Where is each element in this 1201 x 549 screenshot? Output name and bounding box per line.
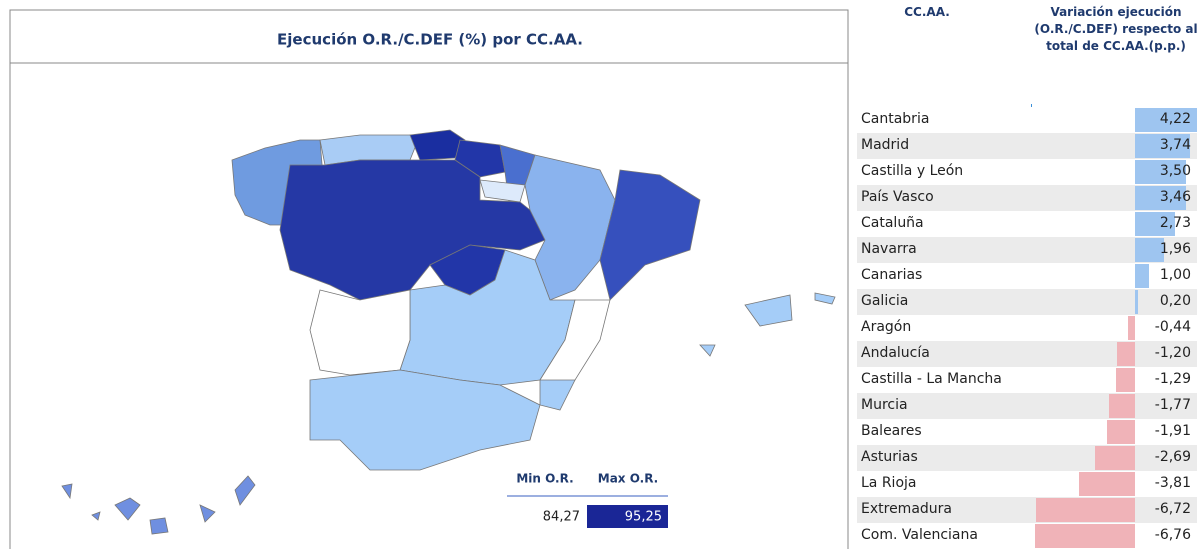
region-name: Cantabria bbox=[861, 111, 930, 127]
value-label: -0,44 bbox=[1154, 319, 1191, 335]
region-name: Asturias bbox=[861, 449, 918, 465]
legend-max-value: 95,25 bbox=[625, 510, 662, 525]
table-row: Canarias 1,00 bbox=[857, 263, 1197, 289]
data-bar bbox=[1134, 238, 1164, 262]
region-name: Aragón bbox=[861, 319, 912, 335]
table-row: Castilla y León 3,50 bbox=[857, 159, 1197, 185]
region bbox=[91, 511, 101, 521]
table-row: Com. Valenciana -6,76 bbox=[857, 523, 1197, 549]
region-name: Andalucía bbox=[861, 345, 930, 361]
value-label: 2,73 bbox=[1159, 215, 1191, 231]
data-bar bbox=[1078, 472, 1135, 496]
region bbox=[149, 517, 169, 535]
region-name: Com. Valenciana bbox=[861, 527, 978, 543]
map-frame bbox=[9, 9, 849, 549]
region bbox=[114, 497, 141, 521]
value-label: 0,20 bbox=[1159, 293, 1191, 309]
data-bar bbox=[1134, 186, 1186, 210]
table-row: Castilla - La Mancha -1,29 bbox=[857, 367, 1197, 393]
table-row: Extremadura -6,72 bbox=[857, 497, 1197, 523]
data-bar bbox=[1134, 108, 1197, 132]
region bbox=[309, 369, 541, 471]
value-label: 3,46 bbox=[1159, 189, 1191, 205]
table-row: La Rioja -3,81 bbox=[857, 471, 1197, 497]
value-label: -1,77 bbox=[1154, 397, 1191, 413]
value-label: 4,22 bbox=[1159, 111, 1191, 127]
table-row: Baleares -1,91 bbox=[857, 419, 1197, 445]
region-name: Navarra bbox=[861, 241, 917, 257]
region bbox=[744, 294, 793, 327]
table-row: Navarra 1,96 bbox=[857, 237, 1197, 263]
region-name: Extremadura bbox=[861, 501, 952, 517]
value-label: -3,81 bbox=[1154, 475, 1191, 491]
table-row: Murcia -1,77 bbox=[857, 393, 1197, 419]
region-name: Cataluña bbox=[861, 215, 924, 231]
value-label: -2,69 bbox=[1154, 449, 1191, 465]
table: CC.AA. Variación ejecución (O.R./C.DEF) … bbox=[857, 0, 1201, 549]
region-name: País Vasco bbox=[861, 189, 934, 205]
table-row: Aragón -0,44 bbox=[857, 315, 1197, 341]
region-name: Castilla y León bbox=[861, 163, 964, 179]
data-bar bbox=[1108, 394, 1135, 418]
region bbox=[599, 169, 701, 301]
data-bar bbox=[1134, 290, 1138, 314]
map-panel: Ejecución O.R./C.DEF (%) por CC.AA. Min … bbox=[9, 9, 849, 549]
data-bar bbox=[1128, 316, 1135, 340]
region bbox=[539, 379, 576, 411]
data-bar bbox=[1134, 160, 1187, 184]
table-row: País Vasco 3,46 bbox=[857, 185, 1197, 211]
data-bar bbox=[1134, 264, 1150, 288]
data-bar bbox=[1117, 342, 1135, 366]
value-label: -6,72 bbox=[1154, 501, 1191, 517]
data-bar bbox=[1134, 212, 1175, 236]
region bbox=[61, 483, 73, 500]
legend-min-value: 84,27 bbox=[543, 510, 580, 525]
data-bar bbox=[1035, 524, 1135, 548]
value-label: 3,50 bbox=[1159, 163, 1191, 179]
region bbox=[699, 344, 716, 357]
region-name: Galicia bbox=[861, 293, 909, 309]
value-label: 1,96 bbox=[1159, 241, 1191, 257]
region bbox=[199, 504, 216, 523]
table-row: Cataluña 2,73 bbox=[857, 211, 1197, 237]
region-name: Madrid bbox=[861, 137, 910, 153]
region-name: Murcia bbox=[861, 397, 908, 413]
region-name: Canarias bbox=[861, 267, 923, 283]
region-name: Castilla - La Mancha bbox=[861, 371, 1002, 387]
regions bbox=[61, 129, 836, 535]
region-name: La Rioja bbox=[861, 475, 917, 491]
table-row: Cantabria 4,22 bbox=[857, 107, 1197, 133]
region bbox=[454, 139, 506, 178]
value-label: 3,74 bbox=[1159, 137, 1191, 153]
table-row: Asturias -2,69 bbox=[857, 445, 1197, 471]
region bbox=[814, 292, 836, 305]
table-row: Madrid 3,74 bbox=[857, 133, 1197, 159]
data-bar bbox=[1106, 420, 1135, 444]
value-label: -6,76 bbox=[1154, 527, 1191, 543]
data-bar bbox=[1095, 446, 1135, 470]
legend-max-label: Max O.R. bbox=[598, 472, 658, 486]
region-name: Baleares bbox=[861, 423, 922, 439]
table-row: Andalucía -1,20 bbox=[857, 341, 1197, 367]
value-label: 1,00 bbox=[1159, 267, 1191, 283]
region bbox=[309, 289, 411, 376]
value-label: -1,29 bbox=[1154, 371, 1191, 387]
table-row: Galicia 0,20 bbox=[857, 289, 1197, 315]
value-label: -1,91 bbox=[1154, 423, 1191, 439]
header-name: CC.AA. bbox=[904, 5, 950, 19]
header-variation[interactable]: Variación ejecución (O.R./C.DEF) respect… bbox=[1034, 5, 1198, 53]
value-label: -1,20 bbox=[1154, 345, 1191, 361]
data-bar bbox=[1035, 498, 1135, 522]
region bbox=[234, 475, 256, 506]
data-bar bbox=[1115, 368, 1135, 392]
legend-max-box bbox=[587, 505, 668, 528]
legend-min-label: Min O.R. bbox=[516, 472, 573, 486]
data-bar bbox=[1134, 134, 1190, 158]
map-title: Ejecución O.R./C.DEF (%) por CC.AA. bbox=[277, 31, 583, 49]
